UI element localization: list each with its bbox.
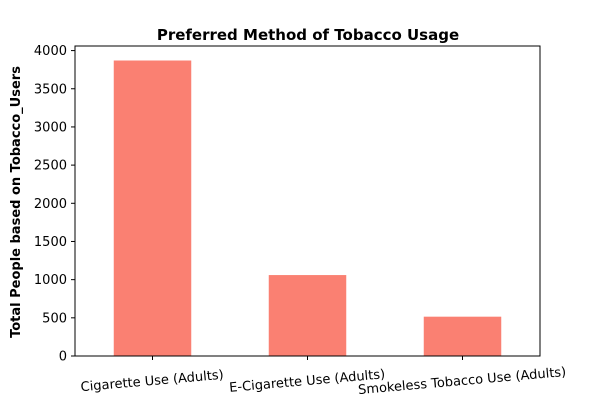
plot-frame xyxy=(74,45,541,357)
bar-2 xyxy=(423,316,502,356)
x-tick-label: Cigarette Use (Adults) xyxy=(80,368,224,395)
y-tick-label: 500 xyxy=(42,311,67,326)
x-axis-ticks: Cigarette Use (Adults) E-Cigarette Use (A… xyxy=(80,356,567,398)
y-tick-label: 3000 xyxy=(34,120,67,135)
y-tick-label: 0 xyxy=(59,350,67,365)
bar-0 xyxy=(113,60,192,357)
y-tick-label: 3500 xyxy=(34,82,67,97)
x-tick-label: Smokeless Tobacco Use (Adults) xyxy=(358,365,567,398)
y-axis-ticks: 0 500 1000 1500 2000 2500 3000 3500 4000 xyxy=(34,44,75,365)
chart-title: Preferred Method of Tobacco Usage xyxy=(157,26,459,44)
bars-group xyxy=(113,60,502,357)
y-tick-label: 2000 xyxy=(34,197,67,212)
bar-1 xyxy=(268,275,347,356)
y-tick-label: 4000 xyxy=(34,44,67,59)
y-tick-label: 2500 xyxy=(34,159,67,174)
y-tick-label: 1000 xyxy=(34,273,67,288)
y-axis-label: Total People based on Tobacco_Users xyxy=(9,66,24,338)
y-tick-label: 1500 xyxy=(34,235,67,250)
